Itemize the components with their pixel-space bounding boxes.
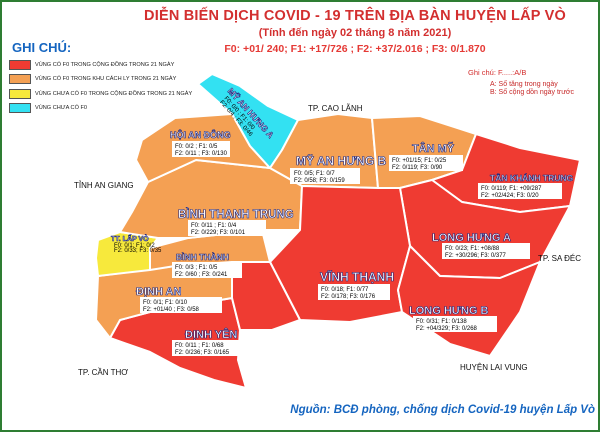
legend-title: GHI CHÚ: — [12, 40, 72, 55]
stats-dinh-yen-2: F2: 0/236; F3: 0/165 — [175, 350, 230, 356]
label-tt-lap-vo: TT. LẤP VÒ — [111, 233, 149, 243]
stats-long-hung-a-2: F2: +30/296; F3: 0/377 — [445, 253, 507, 259]
stats-dinh-an-2: F2: +01/40 ; F3: 0/58 — [143, 307, 200, 313]
stats-tt-lap-vo-2: F2: 0/33; F3: 0/35 — [114, 248, 162, 254]
plate-long-hung-b — [413, 316, 497, 332]
plate-binh-thanh-trung — [188, 220, 266, 236]
place-lai-vung: HUYỆN LAI VUNG — [460, 363, 528, 372]
note-a: A: Số tăng trong ngày — [490, 81, 558, 88]
legend-label-cyan: VÙNG CHƯA CÓ F0 — [35, 105, 88, 111]
stats-long-hung-b-2: F2: +04/329; F3: 0/268 — [416, 326, 478, 332]
plate-vinh-thanh — [318, 284, 390, 300]
stats-long-hung-b-1: F0: 0/31; F1: 0/138 — [416, 319, 467, 325]
stats-tan-khanh-trung-2: F2: +02/424; F3: 0/20 — [481, 193, 539, 199]
note-b: B: Số cộng dồn ngày trước — [490, 89, 574, 96]
plate-my-an-hung-b — [290, 168, 360, 184]
label-dinh-an: ĐỊNH AN — [136, 286, 181, 298]
plate-dinh-yen — [172, 340, 246, 356]
note-box: Ghi chú: F.....:A/B A: Số tăng trong ngà… — [468, 68, 596, 97]
legend-swatch-yellow — [9, 88, 31, 99]
legend-label-yellow: VÙNG CHƯA CÓ F0 TRONG CỘNG ĐỒNG TRONG 21… — [35, 90, 193, 97]
place-an-giang: TỈNH AN GIANG — [74, 181, 134, 190]
legend-swatch-red — [9, 59, 31, 70]
label-tan-khanh-trung: TÂN KHÁNH TRUNG — [490, 172, 573, 183]
stats-long-hung-a-1: F0: 0/23; F1: +08/88 — [445, 246, 500, 252]
stats-binh-thanh-1: F0: 0/3 ; F1: 0/5 — [175, 265, 218, 271]
stats-tan-my-1: F0: +01/15; F1: 0/25 — [392, 158, 447, 164]
stats-binh-thanh-2: F2: 0/60 ; F3: 0/241 — [175, 272, 228, 278]
stats-tan-my-2: F2: 0/119; F3: 0/90 — [392, 165, 443, 171]
label-long-hung-b: LONG HƯNG B — [409, 305, 488, 317]
label-long-hung-a: LONG HƯNG A — [432, 232, 511, 244]
map-subtitle: (Tính đến ngày 02 tháng 8 năm 2021) — [258, 27, 452, 39]
legend-item-red: VÙNG CÓ F0 TRONG CỘNG ĐỒNG TRONG 21 NGÀY — [9, 58, 194, 71]
stats-binh-thanh-trung-1: F0: 0/11 ; F1: 0/4 — [191, 223, 237, 229]
plate-tan-khanh-trung — [478, 183, 562, 199]
source-credit: Nguồn: BCĐ phòng, chống dịch Covid-19 hu… — [290, 404, 595, 416]
stats-dinh-an-1: F0: 0/1; F1: 0/10 — [143, 300, 188, 306]
legend-item-orange: VÙNG CÓ F0 TRONG KHU CÁCH LY TRONG 21 NG… — [9, 73, 194, 86]
plate-long-hung-a — [442, 243, 530, 259]
legend-item-yellow: VÙNG CHƯA CÓ F0 TRONG CỘNG ĐỒNG TRONG 21… — [9, 87, 194, 100]
stats-dinh-yen-1: F0: 0/11 ; F1: 0/68 — [175, 343, 224, 349]
stats-tt-lap-vo-1: F0: 0/1; F1: 0/2 — [114, 243, 155, 249]
plate-binh-thanh — [172, 262, 242, 278]
legend: VÙNG CÓ F0 TRONG CỘNG ĐỒNG TRONG 21 NGÀY… — [9, 58, 194, 116]
label-hoi-an-dong: HỘI AN ĐÔNG — [170, 129, 231, 140]
map-title: DIỄN BIẾN DỊCH COVID - 19 TRÊN ĐỊA BÀN H… — [144, 8, 566, 24]
stats-binh-thanh-trung-2: F2: 0/229; F3: 0/101 — [191, 230, 246, 236]
stats-vinh-thanh-1: F0: 0/18; F1: 0/77 — [321, 287, 369, 293]
label-binh-thanh: BÌNH THÀNH — [176, 252, 229, 262]
plate-hoi-an-dong — [172, 141, 230, 157]
legend-swatch-cyan — [9, 103, 31, 113]
place-cao-lanh: TP. CAO LÃNH — [308, 104, 363, 113]
label-my-an-hung-b: MỸ AN HƯNG B — [296, 153, 387, 168]
legend-label-orange: VÙNG CÓ F0 TRONG KHU CÁCH LY TRONG 21 NG… — [35, 76, 177, 82]
stats-hoi-an-dong-1: F0: 0/2 ; F1: 0/5 — [175, 144, 218, 150]
stats-my-an-hung-b-2: F2: 0/58; F3: 0/159 — [294, 178, 345, 184]
stats-vinh-thanh-2: F2: 0/178; F3: 0/176 — [321, 294, 376, 300]
note-format: Ghi chú: F.....:A/B — [468, 68, 527, 77]
plate-tan-my — [389, 155, 463, 171]
place-sa-dec: TP. SA ĐÉC — [538, 254, 581, 263]
stats-my-an-hung-b-1: F0: 0/5; F1: 0/7 — [294, 171, 335, 177]
stats-hoi-an-dong-2: F2: 0/11 ; F3: 0/130 — [175, 151, 228, 157]
region-vinh-thanh-south — [231, 261, 301, 331]
label-dinh-yen: ĐỊNH YÊN — [185, 328, 237, 341]
label-tan-my: TÂN MỸ — [412, 142, 455, 155]
legend-swatch-orange — [9, 74, 31, 84]
legend-label-red: VÙNG CÓ F0 TRONG CỘNG ĐỒNG TRONG 21 NGÀY — [35, 61, 175, 68]
total-stats: F0: +01/ 240; F1: +17/726 ; F2: +37/2.01… — [224, 43, 486, 55]
stats-tan-khanh-trung-1: F0: 0/119; F1: +09/287 — [481, 186, 542, 192]
legend-item-cyan: VÙNG CHƯA CÓ F0 — [9, 102, 194, 115]
label-vinh-thanh: VĨNH THẠNH — [320, 269, 394, 284]
plate-dinh-an — [140, 297, 222, 313]
label-binh-thanh-trung: BÌNH THẠNH TRUNG — [178, 208, 294, 221]
place-can-tho: TP. CẦN THƠ — [78, 368, 129, 377]
